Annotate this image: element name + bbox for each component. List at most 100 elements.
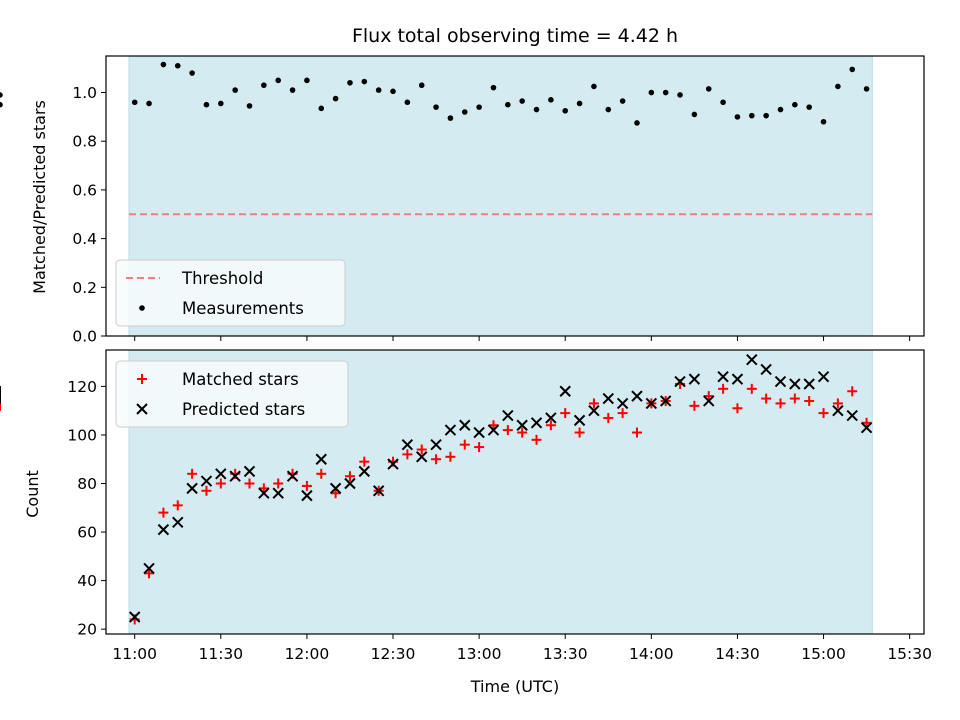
matched-stars-point xyxy=(187,468,198,479)
measurement-point xyxy=(835,83,841,90)
predicted-stars-point xyxy=(430,438,442,451)
predicted-stars-point xyxy=(602,392,614,405)
top-panel: 0.0 0.2 0.4 0.6 0.8 1.0 Threshold Measurements xyxy=(0,55,925,346)
bottom-y-tick-label: 20 xyxy=(77,621,97,639)
chart-title: Flux total observing time = 4.42 h xyxy=(352,25,678,47)
matched-stars-point xyxy=(617,408,628,419)
matched-stars-point xyxy=(359,456,370,467)
matched-stars-point xyxy=(531,434,542,445)
matched-stars-point xyxy=(804,395,815,406)
predicted-x-b xyxy=(387,458,399,470)
predicted-stars-point xyxy=(516,419,528,431)
measurement-point xyxy=(447,115,454,121)
predicted-stars-point xyxy=(128,611,141,623)
matched-stars-point xyxy=(689,400,700,411)
predicted-stars-point xyxy=(229,470,241,482)
matched-stars-point xyxy=(703,391,714,402)
predicted-stars-point xyxy=(817,370,830,383)
predicted-stars-point xyxy=(659,395,672,407)
predicted-stars-point xyxy=(401,438,414,451)
predicted-stars-point xyxy=(459,419,471,431)
predicted-x-b xyxy=(215,468,227,480)
predicted-x-b xyxy=(358,465,371,478)
predicted-x-b xyxy=(344,477,356,490)
legend-label: Measurements xyxy=(182,299,304,318)
x-tick-label: 13:30 xyxy=(543,645,588,663)
predicted-x-b xyxy=(272,487,284,499)
bottom-legend: Matched stars Predicted stars xyxy=(115,360,349,428)
measurement-point xyxy=(576,100,583,107)
top-y-tick-label: 1.0 xyxy=(72,84,97,102)
matched-stars-point xyxy=(201,485,212,496)
x-tick-label: 13:00 xyxy=(457,645,502,663)
measurement-point xyxy=(146,100,152,107)
matched-stars-point xyxy=(603,412,614,423)
matched-stars-point xyxy=(775,398,786,409)
measurement-point xyxy=(505,101,511,108)
matched-stars-point xyxy=(402,449,413,460)
x-tick-label: 12:30 xyxy=(371,645,416,663)
measurement-point xyxy=(763,112,769,119)
measurement-point xyxy=(131,99,138,106)
predicted-stars-point xyxy=(358,465,371,478)
measurement-point xyxy=(304,77,310,84)
predicted-stars-point xyxy=(631,390,643,402)
predicted-stars-point xyxy=(616,397,629,410)
x-axis-label: Time (UTC) xyxy=(470,677,559,696)
matched-stars-point xyxy=(244,478,255,489)
matched-stars-point xyxy=(316,468,327,479)
measurement-point xyxy=(0,92,3,98)
measurement-point xyxy=(189,70,195,76)
measurement-point xyxy=(433,104,439,110)
measurement-point xyxy=(677,92,683,98)
measurement-point xyxy=(792,101,798,108)
predicted-stars-point xyxy=(803,378,815,390)
predicted-stars-point xyxy=(502,409,514,422)
predicted-x-b xyxy=(703,395,715,407)
legend-label: Matched stars xyxy=(182,370,299,389)
predicted-x-b xyxy=(860,421,873,434)
measurement-point xyxy=(619,98,626,104)
matched-stars-point xyxy=(560,408,571,419)
legend-matched-marker xyxy=(137,374,147,384)
measurement-point xyxy=(160,61,167,68)
predicted-x-b xyxy=(186,482,198,495)
predicted-stars-point xyxy=(760,363,772,376)
predicted-x-b xyxy=(645,397,658,410)
predicted-x-b xyxy=(243,465,256,478)
matched-stars-point xyxy=(172,500,183,511)
predicted-x-b xyxy=(559,385,571,397)
predicted-stars-point xyxy=(416,451,428,463)
legend-label: Threshold xyxy=(181,269,263,288)
predicted-x-b xyxy=(200,475,213,487)
legend-measurement-marker xyxy=(139,305,145,311)
matched-stars-point xyxy=(746,383,757,394)
predicted-x-b xyxy=(674,375,686,388)
matched-stars-point xyxy=(158,507,169,518)
bottom-y-tick-label: 60 xyxy=(77,524,97,542)
matched-stars-point xyxy=(301,480,312,491)
matched-stars-point xyxy=(861,417,872,428)
measurement-point xyxy=(849,66,856,73)
measurement-point xyxy=(232,87,238,93)
predicted-stars-point xyxy=(717,370,729,383)
top-y-tick-label: 0.4 xyxy=(72,230,97,248)
predicted-x-b xyxy=(143,562,155,575)
legend-x-b xyxy=(136,403,148,415)
predicted-x-b xyxy=(573,414,586,427)
predicted-x-b xyxy=(530,417,543,429)
predicted-x-b xyxy=(315,453,327,465)
predicted-stars-point xyxy=(329,482,342,495)
measurement-point xyxy=(218,100,224,107)
predicted-x-b xyxy=(416,451,428,463)
predicted-stars-point xyxy=(286,470,299,482)
measurement-point xyxy=(318,105,325,112)
predicted-stars-point xyxy=(846,409,858,422)
matched-stars-point xyxy=(215,478,226,489)
measurement-point xyxy=(332,95,339,102)
bottom-y-tick-label: 80 xyxy=(77,475,97,493)
measurement-point xyxy=(634,120,640,126)
matched-stars-point xyxy=(330,488,341,499)
predicted-x-b xyxy=(789,378,801,390)
predicted-stars-point xyxy=(200,475,213,487)
